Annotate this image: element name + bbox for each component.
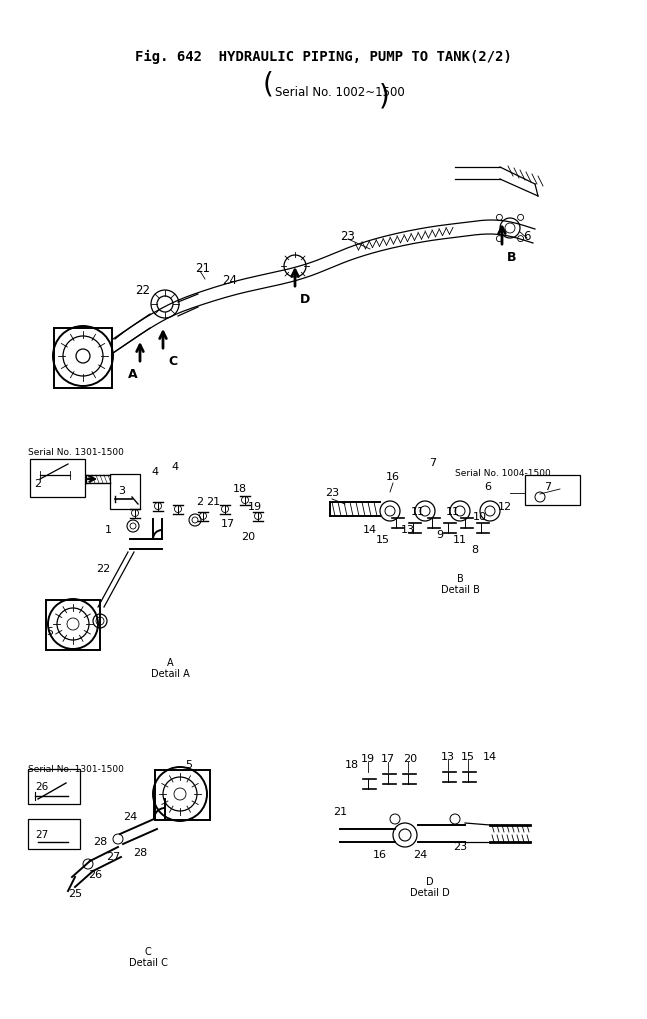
Text: 26: 26: [88, 869, 102, 879]
Bar: [54, 329, 112, 388]
Text: 23: 23: [453, 841, 467, 851]
Text: 14: 14: [483, 751, 497, 761]
Text: 4: 4: [171, 462, 179, 472]
Text: 19: 19: [248, 501, 262, 512]
Text: 1: 1: [105, 525, 111, 535]
Text: 25: 25: [68, 889, 82, 898]
Text: 21: 21: [195, 261, 210, 274]
Text: Serial No. 1002~1500: Serial No. 1002~1500: [275, 86, 405, 99]
Text: 20: 20: [403, 753, 417, 763]
Text: 5: 5: [47, 627, 54, 637]
Text: 27: 27: [35, 829, 49, 840]
Text: 16: 16: [386, 472, 400, 482]
Text: C: C: [168, 355, 177, 368]
Text: 27: 27: [106, 851, 120, 861]
Text: 7: 7: [544, 482, 551, 491]
Text: A: A: [167, 657, 173, 667]
Text: 26: 26: [35, 782, 49, 791]
Text: D: D: [300, 292, 311, 306]
Text: 18: 18: [233, 484, 247, 493]
Text: 16: 16: [373, 849, 387, 859]
Text: Detail C: Detail C: [129, 957, 168, 967]
Text: C: C: [145, 946, 151, 956]
Text: 19: 19: [361, 753, 375, 763]
Text: 14: 14: [363, 525, 377, 535]
Text: 11: 11: [453, 535, 467, 544]
Bar: [155, 770, 210, 820]
Text: 15: 15: [376, 535, 390, 544]
Text: 24: 24: [223, 273, 237, 286]
Text: 10: 10: [473, 512, 487, 522]
Text: A: A: [128, 368, 138, 381]
Text: 28: 28: [93, 837, 107, 846]
Text: 28: 28: [133, 847, 147, 857]
Bar: [110, 475, 140, 510]
Text: 23: 23: [340, 229, 355, 243]
Text: 11: 11: [411, 506, 425, 517]
Text: 2: 2: [34, 479, 41, 488]
Text: Detail D: Detail D: [410, 888, 450, 897]
Text: 22: 22: [96, 564, 110, 574]
Text: 17: 17: [381, 753, 395, 763]
Text: ): ): [379, 82, 390, 110]
Text: 18: 18: [345, 759, 359, 769]
Text: 6: 6: [523, 229, 531, 243]
Text: 5: 5: [185, 759, 192, 769]
Text: Serial No. 1301-1500: Serial No. 1301-1500: [28, 447, 124, 457]
Text: 13: 13: [401, 525, 415, 535]
Text: 17: 17: [221, 519, 235, 529]
Bar: [28, 819, 80, 849]
Text: Fig. 642  HYDRAULIC PIPING, PUMP TO TANK(2/2): Fig. 642 HYDRAULIC PIPING, PUMP TO TANK(…: [135, 50, 511, 64]
Text: 7: 7: [430, 458, 437, 468]
Text: Serial No. 1004-1500: Serial No. 1004-1500: [455, 469, 551, 478]
Text: (: (: [263, 70, 274, 98]
Text: 22: 22: [135, 283, 151, 297]
Bar: [46, 600, 100, 650]
Text: 15: 15: [461, 751, 475, 761]
Text: 23: 23: [325, 487, 339, 497]
Text: 20: 20: [241, 532, 255, 541]
Text: Detail B: Detail B: [441, 585, 479, 594]
Text: 2: 2: [197, 496, 204, 506]
Text: 4: 4: [151, 467, 159, 477]
Text: 13: 13: [441, 751, 455, 761]
Bar: [525, 476, 580, 505]
Bar: [30, 460, 85, 497]
Text: 24: 24: [123, 811, 137, 821]
Text: B: B: [457, 574, 463, 584]
Text: 21: 21: [206, 496, 220, 506]
Text: Serial No. 1301-1500: Serial No. 1301-1500: [28, 764, 124, 773]
Bar: [28, 769, 80, 804]
Text: 8: 8: [472, 544, 479, 554]
Text: 3: 3: [118, 485, 125, 495]
Text: D: D: [426, 876, 433, 887]
Text: Detail A: Detail A: [151, 668, 190, 679]
Text: B: B: [507, 251, 516, 264]
Text: 11: 11: [446, 506, 460, 517]
Text: 6: 6: [485, 482, 492, 491]
Text: 12: 12: [498, 501, 512, 512]
Text: 9: 9: [437, 530, 444, 539]
Text: 21: 21: [333, 806, 347, 816]
Text: 24: 24: [413, 849, 427, 859]
